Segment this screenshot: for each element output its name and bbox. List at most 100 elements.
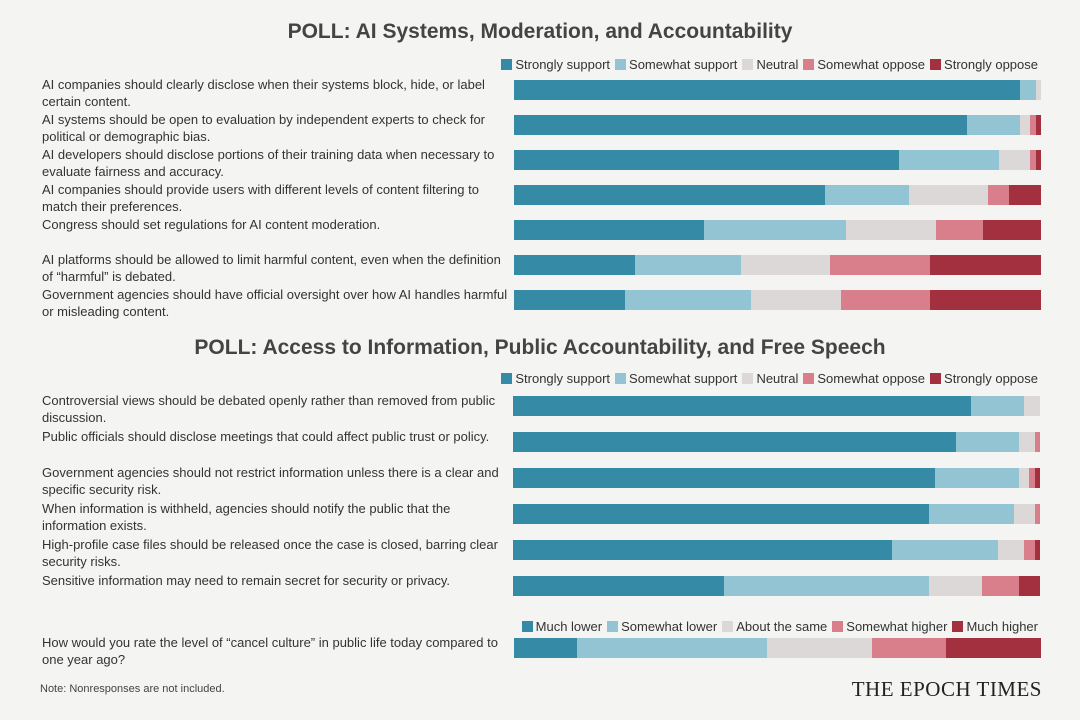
legend-swatch (952, 621, 964, 632)
row-label: AI systems should be open to evaluation … (42, 112, 485, 144)
bar-segment-somewhat-support (824, 185, 910, 205)
bar-segment-somewhat-oppose (1034, 504, 1040, 524)
legend-swatch (615, 59, 627, 70)
epoch-times-logo: THE EPOCH TIMES (851, 677, 1042, 701)
row-label: When information is withheld, agencies s… (42, 501, 451, 533)
bar-segment-strongly-oppose (1018, 576, 1040, 596)
row-label: High-profile case files should be releas… (42, 537, 498, 569)
bar-segment-neutral (1019, 115, 1031, 135)
stacked-bar (513, 396, 1040, 416)
bar-segment-somewhat-support (624, 290, 752, 310)
legend-swatch (501, 373, 513, 384)
row-label: AI companies should provide users with d… (42, 182, 479, 214)
bar-segment-strongly-oppose (930, 255, 1041, 275)
bar-segment-somewhat-support (898, 150, 999, 170)
legend-swatch (607, 621, 619, 632)
bar-segment-somewhat-oppose (988, 185, 1010, 205)
bar-segment-strongly-support (514, 80, 1020, 100)
bar-segment-neutral (929, 576, 982, 596)
legend-item: Somewhat support (615, 371, 737, 386)
stacked-bar (514, 220, 1041, 240)
bar-segment-somewhat-support (723, 576, 930, 596)
bar-segment-strongly-oppose (1035, 150, 1041, 170)
stacked-bar (514, 255, 1041, 275)
bar-segment-strongly-support (514, 150, 899, 170)
bar-segment-about-the-same (766, 638, 873, 658)
bar-segment-somewhat-support (967, 115, 1020, 135)
legend-label: Neutral (756, 57, 799, 72)
legend-item: Strongly support (501, 371, 610, 386)
legend-label: About the same (736, 619, 828, 634)
legend-item: Strongly oppose (930, 57, 1038, 72)
stacked-bar (513, 576, 1040, 596)
bar-segment-somewhat-support (929, 504, 1014, 524)
bar-segment-somewhat-oppose (1024, 540, 1035, 560)
bar-segment-somewhat-support (892, 540, 998, 560)
stacked-bar (514, 115, 1041, 135)
legend-item: Somewhat oppose (803, 57, 925, 72)
stacked-bar (514, 185, 1041, 205)
bar-segment-somewhat-oppose (840, 290, 931, 310)
legend-swatch (722, 621, 734, 632)
bar-segment-strongly-support (513, 432, 956, 452)
stacked-bar (513, 540, 1040, 560)
bar-segment-somewhat-support (934, 468, 1019, 488)
bar-segment-neutral (1013, 504, 1035, 524)
bar-segment-strongly-oppose (1034, 468, 1040, 488)
bar-segment-strongly-support (514, 290, 625, 310)
stacked-bar (513, 468, 1040, 488)
bar-segment-somewhat-support (1019, 80, 1036, 100)
legend-swatch (521, 621, 533, 632)
legend-label: Somewhat lower (621, 619, 718, 634)
bar-segment-neutral (1024, 396, 1040, 416)
legend-label: Much higher (966, 619, 1038, 634)
bar-segment-strongly-support (514, 255, 636, 275)
row-label: Controversial views should be debated op… (42, 393, 496, 425)
bar-segment-somewhat-support (955, 432, 1019, 452)
legend-label: Somewhat oppose (817, 57, 926, 72)
legend-item: Neutral (742, 371, 798, 386)
bar-segment-strongly-oppose (1009, 185, 1041, 205)
bar-segment-strongly-oppose (1035, 115, 1041, 135)
bar-segment-somewhat-oppose (1030, 115, 1036, 135)
row-label: AI companies should clearly disclose whe… (42, 77, 485, 109)
legend-item: Somewhat lower (607, 619, 717, 634)
legend-swatch (930, 373, 942, 384)
legend-item: Much higher (952, 619, 1038, 634)
bar-segment-much-lower (514, 638, 578, 658)
bar-segment-strongly-support (513, 540, 893, 560)
bar-segment-strongly-oppose (983, 220, 1041, 240)
bar-segment-strongly-support (513, 468, 935, 488)
bar-segment-strongly-support (513, 396, 972, 416)
bar-segment-much-higher (946, 638, 1041, 658)
bar-segment-somewhat-oppose (982, 576, 1019, 596)
bar-segment-somewhat-support (703, 220, 846, 240)
bar-segment-strongly-support (514, 185, 825, 205)
bar-segment-neutral (751, 290, 841, 310)
stacked-bar (514, 638, 1041, 658)
row-label: AI platforms should be allowed to limit … (42, 252, 501, 284)
stacked-bar (514, 150, 1041, 170)
legend-item: Somewhat oppose (803, 371, 925, 386)
bar-segment-somewhat-higher (872, 638, 947, 658)
legend-item: About the same (722, 619, 827, 634)
legend-swatch (832, 621, 844, 632)
legend-swatch (742, 59, 754, 70)
row-label: Congress should set regulations for AI c… (42, 217, 381, 232)
bar-segment-somewhat-oppose (1030, 150, 1036, 170)
legend-label: Much lower (535, 619, 603, 634)
legend-label: Strongly oppose (944, 371, 1038, 386)
legend-item: Strongly oppose (930, 371, 1038, 386)
bar-segment-neutral (997, 540, 1025, 560)
legend-swatch (501, 59, 513, 70)
bar-segment-neutral (998, 150, 1031, 170)
row-label: Government agencies should have official… (42, 287, 508, 319)
chart-legend: Strongly support Somewhat support Neutral S… (501, 371, 1038, 386)
bar-segment-neutral (740, 255, 831, 275)
legend-label: Strongly support (515, 57, 611, 72)
bar-segment-strongly-support (513, 576, 724, 596)
legend-label: Neutral (756, 371, 799, 386)
bar-segment-somewhat-support (635, 255, 741, 275)
legend-item: Somewhat support (615, 57, 737, 72)
legend-label: Somewhat higher (846, 619, 948, 634)
